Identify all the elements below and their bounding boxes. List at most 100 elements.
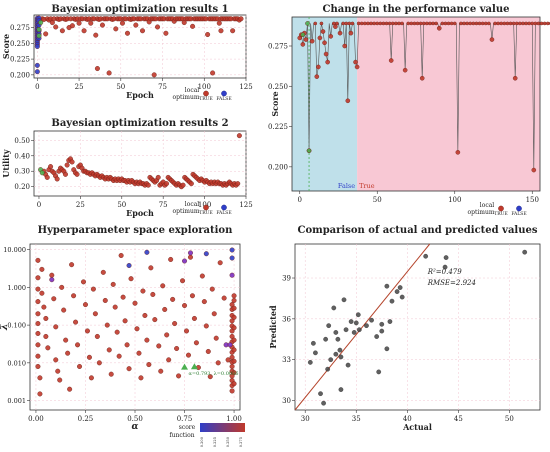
p2-point-true — [236, 133, 242, 139]
p1-x-label: Epoch — [126, 90, 154, 100]
p4-point — [49, 272, 55, 278]
p4-point — [182, 303, 188, 309]
p2-point-true — [155, 174, 161, 180]
p4-point-low — [203, 251, 209, 257]
p5-x-tick-label: 45 — [454, 415, 463, 423]
p4-point — [61, 307, 67, 313]
p3-point — [345, 98, 351, 104]
p3-point — [443, 21, 448, 26]
p1-x-tick-label: 50 — [116, 83, 125, 91]
p4-point — [77, 363, 83, 369]
p3-legend-true-label: TRUE — [494, 211, 507, 217]
p5-x-tick-label: 30 — [301, 415, 310, 423]
p3-point — [471, 21, 476, 26]
p4-point — [59, 284, 65, 290]
p5-point — [325, 366, 331, 372]
p3-legend-title: optimum — [467, 209, 494, 216]
p5-point — [337, 347, 343, 353]
p4-point — [92, 311, 98, 317]
p3-point — [446, 21, 451, 26]
p2-point-true — [180, 182, 186, 188]
p2-y-tick-label: 0.50 — [14, 137, 30, 145]
p5-point — [341, 297, 347, 303]
p4-x-tick-label: 0.00 — [28, 415, 44, 423]
p5-point — [338, 387, 344, 392]
p4-point — [168, 256, 174, 262]
p5-point — [343, 327, 349, 333]
p5-x-tick-label: 40 — [403, 415, 412, 423]
p2-legend-title: local — [185, 201, 199, 208]
p3-point — [521, 21, 525, 26]
p3-point — [545, 21, 550, 26]
p3-title: Change in the performance value — [323, 4, 510, 15]
p4-point — [90, 286, 96, 292]
p3-point-highlight — [306, 148, 312, 154]
p4-y-label: λ̂ — [0, 324, 10, 331]
p1-point-true — [190, 23, 196, 29]
p3-point — [487, 21, 491, 26]
p3-point — [309, 38, 315, 44]
p4-point — [112, 304, 118, 310]
p4-point — [146, 362, 152, 368]
p2-point-true — [188, 181, 194, 187]
p4-point — [35, 321, 41, 327]
p4-point — [96, 360, 102, 366]
p2-point-true — [64, 162, 70, 168]
p5-point — [318, 391, 323, 397]
p2-point-true — [69, 159, 75, 165]
p4-point — [116, 353, 122, 359]
p3-point — [328, 34, 334, 39]
p4-colorbar-tick-label: 0.200 — [200, 436, 204, 447]
p4-point — [39, 290, 45, 296]
p4-point — [82, 302, 88, 308]
p4-point — [221, 295, 227, 301]
p4-point — [189, 293, 195, 299]
p3-point — [320, 29, 326, 34]
p2-y-tick-label: 0.20 — [14, 183, 30, 191]
p3-point — [344, 21, 349, 26]
p4-point — [201, 299, 207, 305]
p5-point — [384, 346, 390, 352]
p3-point — [421, 21, 426, 26]
p1-point-false — [34, 44, 40, 50]
p5-point — [374, 334, 380, 339]
p2-y-tick-label: 0.30 — [14, 168, 30, 176]
p5-point — [423, 253, 429, 259]
p3-point — [409, 21, 414, 26]
p5-point — [442, 264, 448, 270]
p5-point — [353, 320, 359, 326]
p4-point-mid — [49, 277, 55, 283]
p3-point — [489, 37, 495, 42]
p4-point — [231, 293, 237, 299]
p5-point — [323, 336, 328, 342]
p3-legend-title: local — [480, 202, 494, 209]
p2-title: Bayesian optimization results 2 — [51, 118, 228, 129]
p4-point — [211, 311, 217, 317]
p4-x-tick-label: 0.50 — [127, 415, 143, 423]
p3-point — [359, 21, 364, 26]
p3-point — [341, 21, 345, 26]
p1-point-true — [94, 66, 100, 72]
p3-point — [524, 21, 528, 26]
p3-frame — [291, 16, 541, 192]
p3-point — [465, 21, 469, 26]
p4-point — [207, 374, 213, 380]
p3-point — [406, 21, 411, 26]
p5-point — [338, 354, 344, 360]
p4-point — [86, 354, 92, 360]
p5-point — [348, 319, 354, 324]
p4-point — [144, 337, 150, 343]
p4-point — [63, 337, 69, 343]
p4-point — [184, 328, 190, 334]
p2-point-true — [74, 171, 80, 177]
p5-y-tick-label: 30 — [282, 397, 291, 405]
p5-x-tick-label: 35 — [352, 415, 361, 423]
p2-legend-false-label: FALSE — [216, 210, 231, 216]
p4-x-tick-label: 1.00 — [226, 415, 242, 423]
p4-point — [209, 286, 215, 292]
p4-point — [158, 368, 164, 374]
p4-point — [100, 269, 106, 275]
p4-colorbar-tick-label: 0.275 — [239, 436, 243, 447]
p4-point — [191, 315, 197, 321]
